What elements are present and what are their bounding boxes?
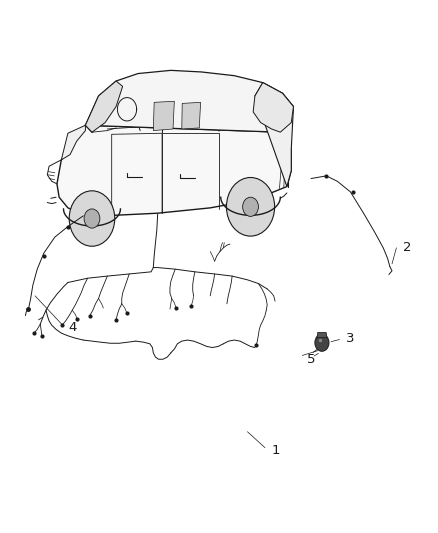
Circle shape — [84, 209, 100, 228]
Text: 4: 4 — [68, 321, 76, 334]
Polygon shape — [85, 81, 123, 132]
Text: 1: 1 — [272, 444, 280, 457]
Polygon shape — [61, 125, 85, 160]
Polygon shape — [153, 101, 174, 131]
Text: 3: 3 — [346, 332, 354, 345]
Polygon shape — [57, 125, 291, 215]
Circle shape — [315, 334, 329, 351]
Polygon shape — [253, 83, 293, 132]
Circle shape — [243, 197, 258, 216]
Circle shape — [69, 191, 115, 246]
Text: 2: 2 — [403, 241, 411, 254]
Text: 5: 5 — [307, 353, 315, 366]
Polygon shape — [85, 70, 293, 132]
Polygon shape — [255, 83, 293, 187]
Circle shape — [226, 177, 275, 236]
Polygon shape — [317, 333, 327, 337]
Polygon shape — [182, 102, 201, 129]
